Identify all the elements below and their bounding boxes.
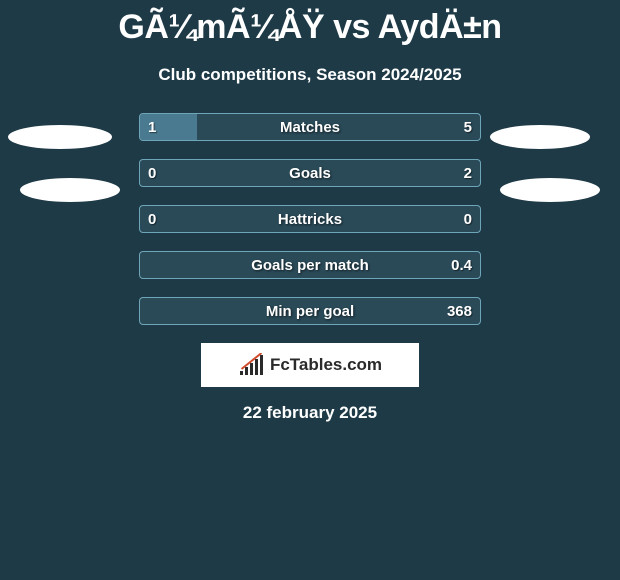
stat-bar-row: 15Matches bbox=[139, 113, 481, 141]
footer-date: 22 february 2025 bbox=[0, 403, 620, 423]
stat-bar-row: 0.4Goals per match bbox=[139, 251, 481, 279]
bar-label: Goals bbox=[140, 160, 480, 186]
logo-box: FcTables.com bbox=[201, 343, 419, 387]
chart-icon bbox=[238, 353, 264, 377]
stat-bar-row: 00Hattricks bbox=[139, 205, 481, 233]
logo-text: FcTables.com bbox=[270, 355, 382, 375]
stat-bar-row: 368Min per goal bbox=[139, 297, 481, 325]
page-title: GÃ¼mÃ¼ÅŸ vs AydÄ±n bbox=[0, 0, 620, 47]
bar-label: Goals per match bbox=[140, 252, 480, 278]
page-subtitle: Club competitions, Season 2024/2025 bbox=[0, 65, 620, 85]
bar-label: Min per goal bbox=[140, 298, 480, 324]
bar-label: Hattricks bbox=[140, 206, 480, 232]
stat-bar-row: 02Goals bbox=[139, 159, 481, 187]
bar-label: Matches bbox=[140, 114, 480, 140]
comparison-bars: 15Matches 02Goals 00Hattricks 0.4Goals per … bbox=[0, 113, 620, 325]
